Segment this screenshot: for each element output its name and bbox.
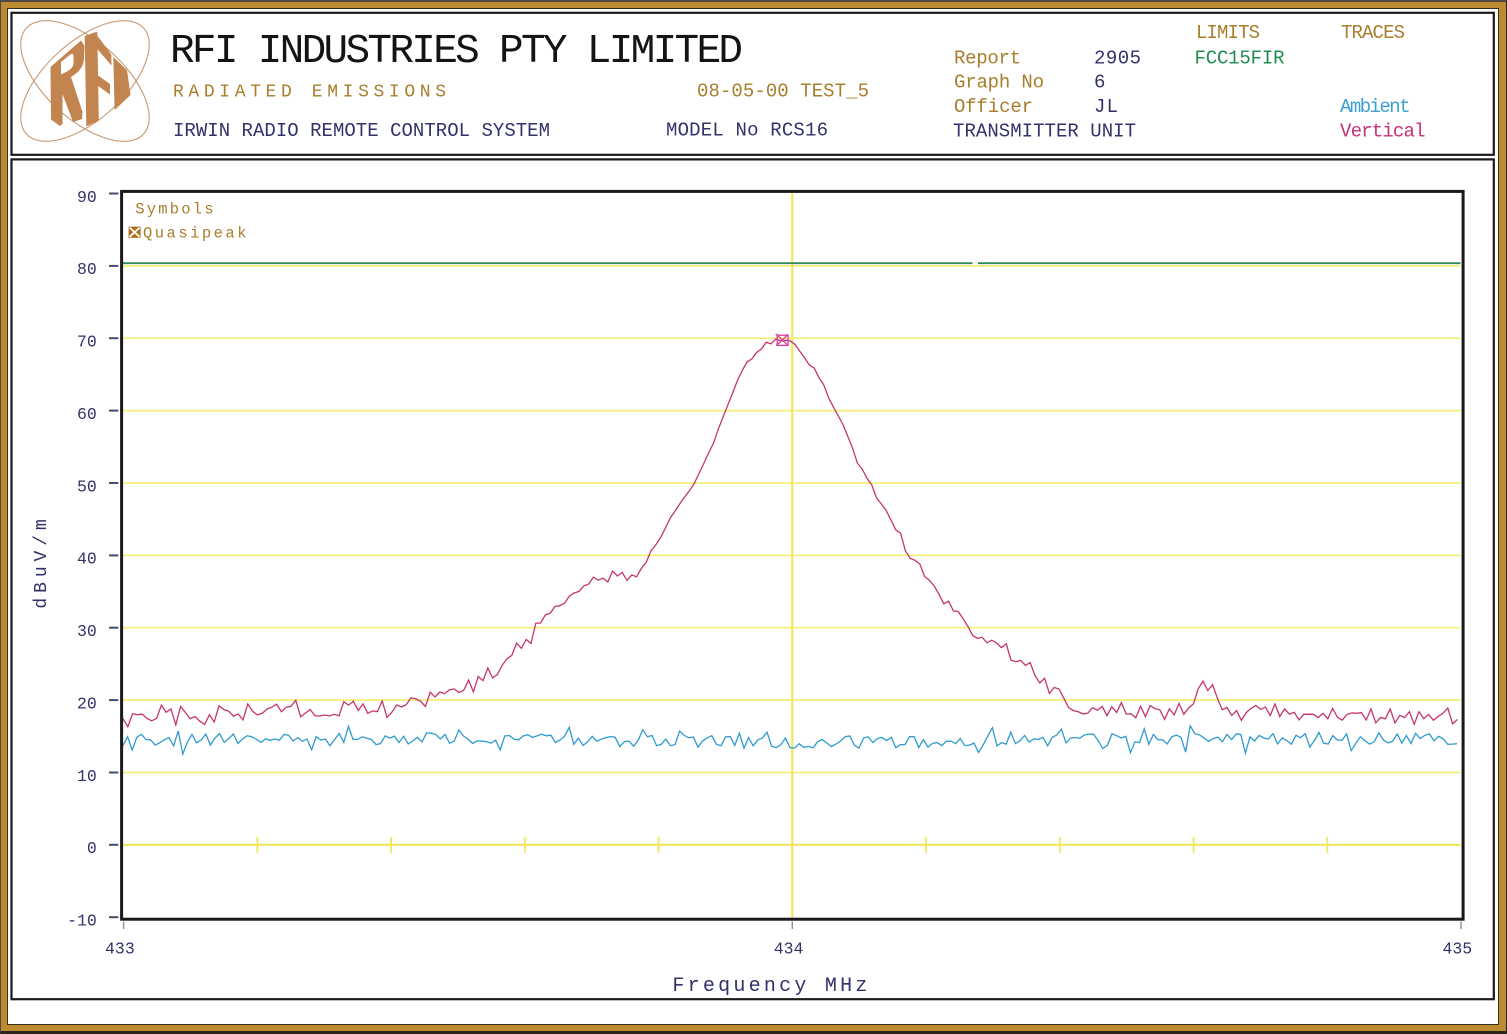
svg-text:dBuV/m: dBuV/m: [32, 519, 52, 608]
svg-text:Frequency MHz: Frequency MHz: [672, 975, 867, 998]
svg-text:40: 40: [77, 550, 97, 569]
svg-text:6: 6: [1094, 72, 1105, 94]
svg-text:Vertical: Vertical: [1340, 121, 1426, 143]
svg-text:Graph No: Graph No: [954, 72, 1044, 94]
svg-text:434: 434: [774, 940, 804, 959]
svg-text:20: 20: [77, 694, 97, 713]
svg-text:TRANSMITTER UNIT: TRANSMITTER UNIT: [953, 121, 1136, 143]
svg-text:IRWIN RADIO REMOTE CONTROL SYS: IRWIN RADIO REMOTE CONTROL SYSTEM: [173, 120, 550, 142]
svg-text:RFI INDUSTRIES PTY LIMITED: RFI INDUSTRIES PTY LIMITED: [170, 29, 743, 75]
svg-text:LIMITS: LIMITS: [1196, 22, 1260, 44]
svg-text:Ambient: Ambient: [1340, 96, 1411, 118]
svg-text:50: 50: [77, 477, 97, 496]
svg-text:30: 30: [77, 622, 97, 641]
svg-text:Officer: Officer: [954, 96, 1033, 118]
svg-text:60: 60: [77, 405, 97, 424]
svg-text:FCC15FIR: FCC15FIR: [1195, 47, 1285, 69]
svg-text:RADIATED EMISSIONS: RADIATED EMISSIONS: [173, 83, 446, 103]
svg-text:433: 433: [105, 940, 135, 959]
svg-text:2905: 2905: [1094, 47, 1141, 69]
svg-text:10: 10: [77, 767, 97, 786]
svg-text:08-05-00 TEST_5: 08-05-00 TEST_5: [697, 81, 869, 103]
svg-text:0: 0: [87, 839, 97, 858]
svg-text:-10: -10: [67, 912, 97, 931]
svg-text:Report: Report: [954, 47, 1021, 69]
svg-text:435: 435: [1442, 940, 1472, 959]
svg-text:80: 80: [77, 260, 97, 279]
svg-text:TRACES: TRACES: [1341, 22, 1405, 44]
svg-text:Symbols: Symbols: [135, 201, 213, 219]
svg-text:70: 70: [77, 333, 97, 352]
svg-text:JL: JL: [1094, 96, 1118, 118]
svg-text:90: 90: [77, 188, 97, 207]
svg-text:MODEL No RCS16: MODEL No RCS16: [666, 120, 828, 142]
svg-text:Quasipeak: Quasipeak: [143, 225, 247, 243]
